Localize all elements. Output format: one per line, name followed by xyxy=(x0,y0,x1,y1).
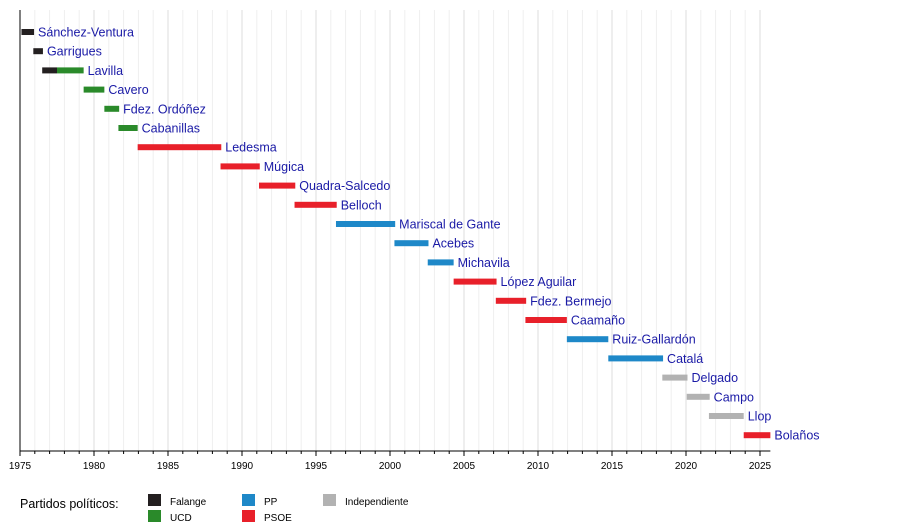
bar-labels-group: Sánchez-Ventura Garrigues Lavilla Cavero Fde… xyxy=(38,26,819,443)
bar-label: Quadra-Salcedo xyxy=(299,179,390,193)
bar-label: Sánchez-Ventura xyxy=(38,26,134,40)
bar-label: Mariscal de Gante xyxy=(399,218,500,232)
bar-segment xyxy=(33,48,43,55)
bar-segment xyxy=(495,297,527,304)
bar-segment xyxy=(566,336,609,343)
x-tick-label: 1995 xyxy=(305,461,328,472)
bar-label: Fdez. Bermejo xyxy=(530,294,611,308)
bar-segment xyxy=(220,163,260,170)
x-tick-label: 2005 xyxy=(453,461,476,472)
bar-segment xyxy=(662,374,688,381)
bar-label: Caamaño xyxy=(571,314,625,328)
legend-swatch xyxy=(242,494,255,506)
bar-label: Múgica xyxy=(264,160,304,174)
x-tick-label: 1980 xyxy=(83,461,106,472)
x-tick-label: 1975 xyxy=(9,461,32,472)
bar-label: Fdez. Ordóñez xyxy=(123,102,206,116)
bar-label: López Aguilar xyxy=(501,275,577,289)
legend: Partidos políticos: Falange UCD PP PSOE Inde… xyxy=(20,494,409,524)
legend-label: Falange xyxy=(170,497,207,508)
bar-label: Cavero xyxy=(108,83,148,97)
bar-segment xyxy=(42,67,57,74)
bar-segment xyxy=(686,393,710,400)
bar-segment xyxy=(608,355,664,362)
bar-segment xyxy=(104,105,120,112)
bar-segment xyxy=(394,240,429,247)
bar-label: Belloch xyxy=(341,198,382,212)
legend-label: UCD xyxy=(170,513,192,524)
x-tick-label: 1985 xyxy=(157,461,180,472)
bar-segment xyxy=(137,144,222,151)
legend-label: PSOE xyxy=(264,513,292,524)
x-tick-label: 2010 xyxy=(527,461,550,472)
legend-swatch xyxy=(148,494,161,506)
x-tick-label: 1990 xyxy=(231,461,254,472)
bar-label: Cabanillas xyxy=(142,122,200,136)
bar-segment xyxy=(57,67,84,74)
bar-label: Llop xyxy=(748,410,772,424)
bar-label: Michavila xyxy=(458,256,510,270)
bar-label: Acebes xyxy=(432,237,474,251)
bar-label: Delgado xyxy=(691,371,738,385)
x-tick-label: 2000 xyxy=(379,461,402,472)
bar-segment xyxy=(294,201,337,208)
bar-segment xyxy=(708,413,744,419)
legend-label: Independiente xyxy=(345,497,409,508)
bar-segment xyxy=(453,278,497,285)
x-tick-label: 2020 xyxy=(675,461,698,472)
legend-swatch xyxy=(323,494,336,506)
legend-swatch xyxy=(242,510,255,522)
legend-label: PP xyxy=(264,497,278,508)
bar-segment xyxy=(118,125,138,131)
bar-label: Garrigues xyxy=(47,45,102,59)
bar-label: Lavilla xyxy=(88,64,123,78)
bar-label: Ledesma xyxy=(225,141,276,155)
bar-segment xyxy=(335,221,396,227)
x-axis: 1975 1980 1985 1990 1995 2000 2005 2010 2015 2020… xyxy=(9,10,772,472)
bar-label: Catalá xyxy=(667,352,703,366)
bar-segment xyxy=(743,432,771,439)
bar-segment xyxy=(83,86,105,93)
legend-swatch xyxy=(148,510,161,522)
x-tick-label: 2015 xyxy=(601,461,624,472)
legend-title: Partidos políticos: xyxy=(20,497,119,511)
bar-segment xyxy=(21,29,35,35)
bar-segment xyxy=(525,317,567,323)
grid-lines xyxy=(19,10,761,451)
x-tick-label: 2025 xyxy=(749,461,772,472)
bars-group xyxy=(21,29,771,439)
bar-label: Bolaños xyxy=(774,429,819,443)
bar-segment xyxy=(427,259,454,266)
bar-label: Campo xyxy=(714,390,754,404)
bar-label: Ruiz-Gallardón xyxy=(612,333,695,347)
bar-segment xyxy=(259,182,296,189)
